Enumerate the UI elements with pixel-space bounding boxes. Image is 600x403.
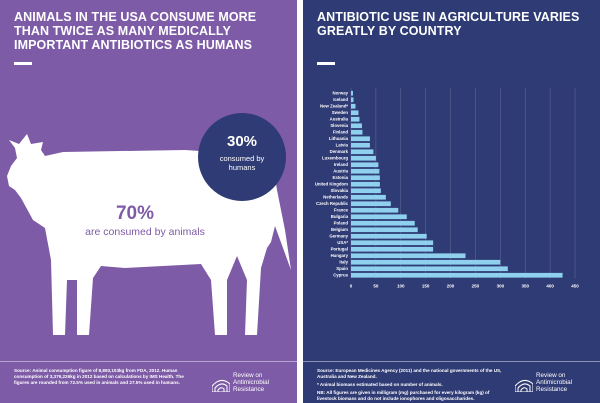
bar [351, 155, 376, 161]
animals-percentage: 70% [115, 203, 155, 224]
category-label: Finland [333, 130, 349, 135]
category-label: Norway [332, 91, 348, 96]
brand-logo-icon [515, 380, 533, 392]
category-label: Italy [339, 260, 348, 265]
bar [351, 272, 563, 278]
bar [351, 97, 354, 103]
left-source-note: Source: Animal consumption figure of 8,8… [14, 368, 184, 385]
category-label: Belgium [331, 227, 348, 232]
bar [351, 259, 501, 265]
x-tick-label: 400 [546, 284, 554, 289]
right-source-text: Source: European Medicines Agency (2011)… [317, 368, 502, 379]
bar [351, 266, 508, 272]
right-headline: ANTIBIOTIC USE IN AGRICULTURE VARIES GRE… [317, 10, 580, 38]
category-label: Bulgaria [331, 214, 349, 219]
category-label: Germany [329, 234, 348, 239]
category-label: Iceland [333, 97, 348, 102]
bar [351, 246, 434, 252]
bar [351, 110, 359, 116]
category-label: Portugal [331, 247, 348, 252]
right-panel: ANTIBIOTIC USE IN AGRICULTURE VARIES GRE… [303, 0, 600, 403]
bar [351, 162, 379, 168]
left-brand: Review on Antimicrobial Resistance [212, 368, 292, 398]
bar [351, 142, 370, 148]
bar [351, 90, 353, 96]
category-label: Slovakia [331, 188, 349, 193]
right-brand-text: Review on Antimicrobial Resistance [536, 372, 573, 393]
category-label: Austria [333, 169, 348, 174]
bar [351, 181, 380, 187]
category-label: New Zealand* [320, 104, 348, 109]
bar [351, 233, 427, 239]
headline-rule [14, 62, 32, 65]
category-label: Spain [336, 266, 348, 271]
left-footer: Source: Animal consumption figure of 8,8… [0, 361, 297, 403]
humans-percentage: 30% [226, 133, 258, 150]
bar [351, 240, 434, 246]
right-note-2: NB: All figures are given in milligram (… [317, 390, 490, 401]
right-note-1: * Animal biomass estimated based on numb… [317, 382, 443, 387]
category-label: USA* [337, 240, 348, 245]
category-label: United Kingdom [315, 182, 348, 187]
left-headline: ANIMALS IN THE USA CONSUME MORE THAN TWI… [14, 10, 257, 52]
x-tick-label: 100 [397, 284, 405, 289]
bar [351, 207, 399, 213]
right-headline-rule [317, 62, 335, 65]
bar [351, 123, 362, 129]
category-label: Estonia [332, 175, 348, 180]
bar [351, 201, 391, 207]
category-label: Cyprus [333, 273, 348, 278]
category-label: Latvia [336, 143, 349, 148]
bar [351, 149, 374, 155]
x-tick-label: 0 [350, 284, 353, 289]
category-label: Czech Republic [316, 201, 349, 206]
x-tick-label: 150 [422, 284, 430, 289]
category-label: Lithuania [329, 136, 349, 141]
category-label: Ireland [334, 162, 348, 167]
category-label: Slovenia [330, 123, 348, 128]
category-label: Luxembourg [322, 156, 348, 161]
bar [351, 116, 360, 122]
bar [351, 136, 370, 142]
brand-logo-icon [212, 380, 230, 392]
bar [351, 220, 415, 226]
x-axis-title: Antibiotic use in mg/kg [428, 300, 479, 301]
x-tick-label: 350 [521, 284, 529, 289]
bar [351, 253, 466, 259]
x-tick-label: 250 [472, 284, 480, 289]
bar [351, 227, 418, 233]
animals-label: are consumed by animals [85, 226, 205, 238]
category-label: Hungary [331, 253, 349, 258]
category-label: Poland [334, 221, 349, 226]
right-brand: Review on Antimicrobial Resistance [515, 368, 595, 398]
x-tick-label: 450 [571, 284, 579, 289]
bar [351, 194, 386, 200]
right-footer: Source: European Medicines Agency (2011)… [303, 361, 600, 403]
bar [351, 168, 380, 174]
bar [351, 214, 407, 220]
humans-label: consumed by humans [219, 154, 265, 172]
x-tick-label: 300 [497, 284, 505, 289]
x-tick-label: 50 [373, 284, 379, 289]
right-source-note: Source: European Medicines Agency (2011)… [317, 368, 502, 402]
bar [351, 129, 363, 135]
bar [351, 175, 380, 181]
x-tick-label: 200 [447, 284, 455, 289]
bar [351, 103, 356, 109]
category-label: Netherlands [323, 195, 348, 200]
category-label: France [334, 208, 349, 213]
category-label: Denmark [330, 149, 349, 154]
humans-circle: 30% consumed by humans [198, 113, 286, 201]
left-brand-text: Review on Antimicrobial Resistance [233, 372, 270, 393]
bar [351, 188, 381, 194]
category-label: Australia [330, 117, 349, 122]
left-panel: ANIMALS IN THE USA CONSUME MORE THAN TWI… [0, 0, 297, 403]
category-label: Sweden [332, 110, 349, 115]
antibiotic-bar-chart: 0 50 100 150 200 250 300 350 400 450 NorwayIceland… [315, 88, 579, 301]
